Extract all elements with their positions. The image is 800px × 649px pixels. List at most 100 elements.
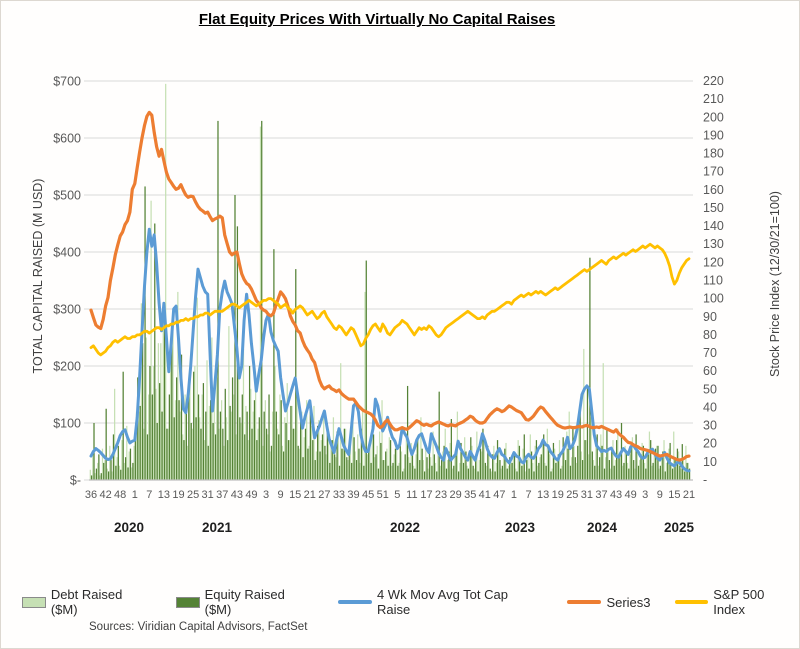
x-week-tick: 11 [406,489,417,501]
y-right-tick: 220 [703,74,724,88]
x-week-tick: 23 [435,489,447,501]
mov-avg-line-swatch [338,600,372,604]
legend-item-debt-raised: Debt Raised ($M) [22,587,152,617]
x-week-tick: 1 [511,489,517,501]
y-right-tick: 200 [703,110,724,124]
source-note: Sources: Viridian Capital Advisors, Fact… [89,621,308,633]
x-week-tick: 21 [683,489,695,501]
gridlines: $700 $600 $500 $400 $300 $200 $100 $- [53,75,693,488]
y-right-tick: 100 [703,292,724,306]
x-week-tick: 15 [668,489,680,501]
x-week-tick: 1 [132,489,138,501]
4-wk-mov-avg-tot-cap-raise-line [89,227,691,473]
x-week-tick: 37 [595,489,607,501]
debt-raised-swatch [22,596,46,608]
y-left-tick: $500 [53,189,81,203]
y-right-tick: 170 [703,165,724,179]
left-axis-title: TOTAL CAPITAL RAISED (M USD) [31,178,45,374]
x-week-tick: 45 [362,489,374,501]
x-week-tick: 13 [158,489,170,501]
legend-item-equity-raised: Equity Raised ($M) [175,587,314,617]
x-week-tick: 43 [610,489,622,501]
chart-title: Flat Equity Prices With Virtually No Cap… [198,11,556,28]
y-right-tick: 50 [703,382,717,396]
x-year-label: 2022 [390,520,420,535]
x-week-tick: 25 [187,489,199,501]
x-week-tick: 49 [625,489,637,501]
x-week-tick: 5 [394,489,400,501]
legend-item-4wk-mov-avg: 4 Wk Mov Avg Tot Cap Raise [338,587,543,617]
x-week-tick: 17 [420,489,432,501]
x-week-tick: 35 [464,489,476,501]
legend-label: Debt Raised ($M) [50,587,123,617]
sp500-line-swatch [674,600,709,604]
y-right-tick: 70 [703,346,717,360]
y-right-tick: 40 [703,400,717,414]
x-week-tick: 48 [114,489,126,501]
x-week-tick: 9 [278,489,284,501]
y-left-tick: $100 [53,417,81,431]
x-week-tick: 36 [85,489,97,501]
s-p-500-index-line [89,242,691,357]
y-right-tick: 210 [703,92,724,106]
series3-line [89,110,691,462]
x-week-tick: 33 [333,489,345,501]
y-right-tick: 130 [703,237,724,251]
y-right-tick: 180 [703,147,724,161]
x-week-tick: 7 [146,489,152,501]
y-right-tick: 10 [703,455,717,469]
x-week-tick: 51 [377,489,389,501]
x-week-tick: 21 [304,489,316,501]
x-week-tick: 37 [216,489,228,501]
y-right-tick: 60 [703,364,717,378]
x-week-tick: 29 [450,489,462,501]
x-year-label: 2021 [202,520,233,535]
x-week-tick: 49 [245,489,257,501]
y-left-tick: $600 [53,132,81,146]
legend-label: S&P 500 Index [713,587,765,617]
x-week-tick: 42 [99,489,111,501]
x-week-tick: 27 [318,489,330,501]
legend-label: 4 Wk Mov Avg Tot Cap Raise [376,587,508,617]
x-week-tick: 3 [642,489,648,501]
x-week-tick: 25 [566,489,578,501]
y-right-tick: 190 [703,128,724,142]
equity-bars [90,120,691,481]
chart-legend: Debt Raised ($M) Equity Raised ($M) 4 Wk… [22,587,799,617]
x-week-tick: 15 [289,489,301,501]
x-week-tick: 19 [552,489,564,501]
x-year-label: 2023 [505,520,536,535]
y-right-tick: - [703,473,707,487]
y-right-tick: 120 [703,255,724,269]
x-week-tick: 43 [231,489,243,501]
y-right-tick: 110 [703,274,723,288]
y-right-tick: 80 [703,328,717,342]
x-week-tick: 39 [347,489,359,501]
legend-item-series3: Series3 [567,594,651,610]
y-left-tick: $200 [53,360,81,374]
y-left-tick: $700 [53,75,81,89]
debt-bars [89,83,689,480]
x-week-tick: 3 [263,489,269,501]
y-right-tick: 30 [703,419,717,433]
y-left-tick: $- [70,474,81,488]
x-week-tick: 47 [493,489,505,501]
series3-line-swatch [567,600,602,604]
y-left-tick: $400 [53,246,81,260]
legend-label: Series3 [606,594,651,610]
x-year-label: 2024 [587,520,618,535]
x-week-tick: 41 [479,489,491,501]
x-year-label: 2025 [664,520,695,535]
y-right-tick: 160 [703,183,724,197]
x-week-tick: 31 [202,489,214,501]
x-year-label: 2020 [114,520,144,535]
equity-raised-swatch [175,596,200,608]
y-right-tick: 140 [703,219,724,233]
legend-item-sp500: S&P 500 Index [674,587,799,617]
x-week-tick: 7 [525,489,531,501]
x-week-tick: 13 [537,489,549,501]
x-week-tick: 9 [657,489,663,501]
right-axis-title: Stock Price Index (12/30/21=100) [768,191,782,377]
x-week-tick: 31 [581,489,593,501]
